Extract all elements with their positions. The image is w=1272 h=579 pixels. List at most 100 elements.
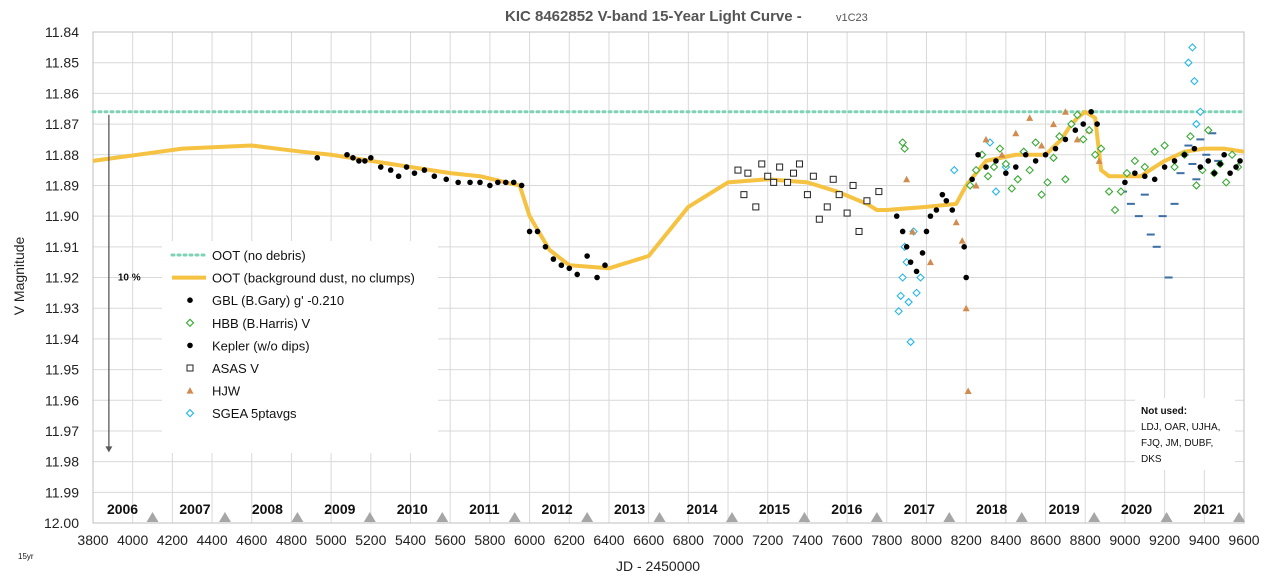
year-marker xyxy=(1088,512,1101,522)
data-point xyxy=(1049,153,1058,163)
data-point xyxy=(776,163,784,171)
data-point xyxy=(1205,158,1212,164)
data-point xyxy=(1025,165,1034,175)
data-point xyxy=(965,181,975,190)
data-point xyxy=(926,258,934,266)
x-tick-label: 4200 xyxy=(157,532,188,548)
y-tick-label: 11.91 xyxy=(45,239,79,255)
data-point xyxy=(477,179,483,186)
data-point xyxy=(949,165,959,175)
data-point xyxy=(314,155,321,161)
data-point xyxy=(1151,176,1158,183)
series-dfs-3ptavgs xyxy=(1118,132,1229,279)
data-point xyxy=(909,227,917,235)
data-point xyxy=(1192,181,1201,190)
data-point xyxy=(1072,127,1079,133)
year-marker xyxy=(146,512,159,522)
data-point xyxy=(923,228,930,235)
data-point xyxy=(907,259,914,265)
data-point xyxy=(1227,170,1233,176)
data-point xyxy=(1037,190,1046,199)
data-point xyxy=(1186,132,1195,141)
data-point xyxy=(431,173,438,180)
data-point xyxy=(1080,121,1087,127)
data-point xyxy=(510,179,517,186)
note-title: Not used: xyxy=(1141,406,1187,417)
y-tick-label: 11.89 xyxy=(45,177,79,193)
y-tick-label: 11.84 xyxy=(45,24,79,40)
data-point xyxy=(1233,164,1239,170)
data-point xyxy=(983,164,989,170)
data-point xyxy=(534,228,541,235)
y-tick-label: 11.90 xyxy=(45,208,79,224)
data-point xyxy=(1073,135,1081,143)
year-label: 2014 xyxy=(686,501,717,517)
data-point xyxy=(1031,138,1040,147)
data-point xyxy=(795,160,803,168)
data-point xyxy=(1221,178,1231,187)
data-point xyxy=(1141,173,1148,180)
data-point xyxy=(904,297,913,307)
year-marker xyxy=(798,512,811,522)
legend-swatch xyxy=(187,342,193,349)
data-point xyxy=(584,253,590,259)
data-point xyxy=(362,158,368,164)
data-point xyxy=(1062,136,1069,143)
data-point xyxy=(982,135,990,143)
legend: OOT (no debris) OOT (background dust, no … xyxy=(162,241,438,453)
data-point xyxy=(443,176,450,183)
data-point xyxy=(1022,151,1029,158)
data-point xyxy=(1001,159,1011,169)
x-tick-label: 3800 xyxy=(77,532,108,548)
x-axis-ticks: 3800 4000 4200 4400 4600 4800 5000 5200 5400 5600… xyxy=(77,532,1259,548)
year-band: 2006 2007 2008 2009 2010 2011 2012 2013 2014 2015… xyxy=(107,501,1246,522)
data-point xyxy=(803,191,811,199)
y-tick-label: 11.97 xyxy=(45,423,79,439)
legend-swatch xyxy=(185,408,195,418)
legend-label: SGEA 5ptavgs xyxy=(212,406,297,421)
data-point xyxy=(368,155,374,161)
x-tick-label: 6800 xyxy=(673,532,704,548)
data-point xyxy=(1217,161,1223,167)
data-point xyxy=(898,273,907,282)
data-point xyxy=(1067,119,1076,129)
data-point xyxy=(912,288,921,298)
data-point xyxy=(1078,135,1088,144)
data-point xyxy=(1184,58,1193,67)
data-point xyxy=(1110,205,1120,215)
data-point xyxy=(899,228,906,235)
data-point xyxy=(971,165,981,175)
x-tick-label: 8600 xyxy=(1030,532,1061,548)
year-marker xyxy=(436,512,449,522)
data-point xyxy=(1221,151,1227,158)
data-point xyxy=(1122,168,1132,178)
data-point xyxy=(939,191,946,198)
arrow-label: 10 % xyxy=(118,273,141,284)
data-point xyxy=(863,197,871,205)
data-point xyxy=(1026,114,1034,121)
x-tick-label: 8000 xyxy=(911,532,942,548)
data-point xyxy=(764,172,772,180)
x-tick-label: 6400 xyxy=(593,532,624,548)
data-point xyxy=(1013,175,1023,184)
y-tick-label: 11.99 xyxy=(45,484,79,500)
data-point xyxy=(784,178,792,186)
y-tick-label: 11.98 xyxy=(45,454,79,470)
x-tick-label: 4400 xyxy=(196,532,227,548)
data-point xyxy=(518,182,525,189)
x-tick-label: 8400 xyxy=(990,532,1021,548)
x-tick-label: 8200 xyxy=(951,532,982,548)
chart-title-group: KIC 8462852 V-band 15-Year Light Curve -… xyxy=(505,8,868,25)
data-point xyxy=(387,167,394,173)
year-marker xyxy=(291,512,304,522)
x-tick-label: 9400 xyxy=(1189,532,1220,548)
plot-frame xyxy=(92,31,1245,524)
data-point xyxy=(1032,158,1039,164)
x-tick-label: 4600 xyxy=(236,532,267,548)
y-tick-label: 11.94 xyxy=(45,331,79,347)
data-point xyxy=(574,271,581,278)
year-label: 2011 xyxy=(469,501,500,517)
legend-label: ASAS V xyxy=(212,361,259,376)
data-point xyxy=(1088,108,1094,115)
legend-label: Kepler (w/o dips) xyxy=(212,338,310,353)
